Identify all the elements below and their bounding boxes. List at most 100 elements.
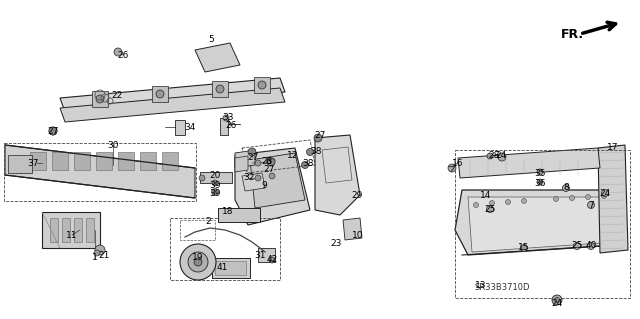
Text: 29: 29 xyxy=(351,191,363,201)
Circle shape xyxy=(156,90,164,98)
Text: 23: 23 xyxy=(261,157,273,166)
Text: 42: 42 xyxy=(266,256,278,264)
Text: 30: 30 xyxy=(108,140,119,150)
Polygon shape xyxy=(162,152,178,170)
Polygon shape xyxy=(52,152,68,170)
Text: 28: 28 xyxy=(488,151,500,160)
Polygon shape xyxy=(212,258,250,278)
Text: 38: 38 xyxy=(302,160,314,168)
Text: 20: 20 xyxy=(209,170,221,180)
Polygon shape xyxy=(235,148,310,225)
Circle shape xyxy=(212,180,218,186)
Text: 39: 39 xyxy=(209,189,221,197)
Circle shape xyxy=(522,198,527,204)
Text: FR.: FR. xyxy=(561,28,584,41)
Text: 27: 27 xyxy=(247,153,259,162)
Circle shape xyxy=(586,195,591,199)
Text: 12: 12 xyxy=(287,151,299,160)
Text: 6: 6 xyxy=(265,158,271,167)
Text: 33: 33 xyxy=(222,114,234,122)
Polygon shape xyxy=(60,78,285,112)
Circle shape xyxy=(258,81,266,89)
Text: 41: 41 xyxy=(216,263,228,272)
Circle shape xyxy=(554,298,559,302)
Circle shape xyxy=(602,194,607,198)
Circle shape xyxy=(216,85,224,93)
Circle shape xyxy=(211,189,218,196)
Text: 25: 25 xyxy=(484,204,496,213)
Text: 15: 15 xyxy=(518,243,530,253)
Text: 27: 27 xyxy=(314,131,326,140)
Text: 31: 31 xyxy=(254,250,266,259)
Polygon shape xyxy=(598,145,628,253)
Text: 2: 2 xyxy=(205,218,211,226)
Polygon shape xyxy=(62,218,70,242)
Polygon shape xyxy=(235,150,255,168)
Circle shape xyxy=(520,244,527,251)
Polygon shape xyxy=(140,152,156,170)
Text: 19: 19 xyxy=(192,254,204,263)
Text: 37: 37 xyxy=(28,159,39,167)
Circle shape xyxy=(314,134,322,142)
Text: 1: 1 xyxy=(92,254,98,263)
Text: 24: 24 xyxy=(552,299,563,308)
Polygon shape xyxy=(315,135,360,215)
Polygon shape xyxy=(50,218,58,242)
Polygon shape xyxy=(242,173,265,191)
Text: 17: 17 xyxy=(607,144,619,152)
Text: 25: 25 xyxy=(572,241,582,250)
Circle shape xyxy=(269,257,275,263)
Text: 11: 11 xyxy=(67,231,77,240)
Text: 23: 23 xyxy=(330,239,342,248)
Circle shape xyxy=(448,164,456,172)
Polygon shape xyxy=(254,77,270,93)
Circle shape xyxy=(49,127,57,135)
Polygon shape xyxy=(215,261,246,275)
Circle shape xyxy=(96,95,104,103)
Circle shape xyxy=(563,184,570,191)
Polygon shape xyxy=(74,152,90,170)
Text: 7: 7 xyxy=(588,201,594,210)
Circle shape xyxy=(602,189,609,197)
Circle shape xyxy=(269,173,275,179)
Polygon shape xyxy=(74,218,82,242)
Polygon shape xyxy=(96,152,112,170)
Polygon shape xyxy=(42,212,100,248)
Polygon shape xyxy=(458,148,600,178)
Circle shape xyxy=(537,179,543,185)
Circle shape xyxy=(498,153,506,161)
Circle shape xyxy=(537,169,543,175)
Text: 35: 35 xyxy=(534,168,546,177)
Circle shape xyxy=(552,295,562,305)
Circle shape xyxy=(194,258,202,266)
Circle shape xyxy=(248,148,256,156)
Polygon shape xyxy=(212,81,228,97)
Polygon shape xyxy=(200,172,232,183)
Text: 21: 21 xyxy=(99,250,109,259)
Polygon shape xyxy=(60,88,285,122)
Text: 38: 38 xyxy=(310,147,322,157)
Polygon shape xyxy=(235,156,248,172)
Circle shape xyxy=(573,242,580,249)
Polygon shape xyxy=(30,152,46,170)
Circle shape xyxy=(94,250,100,256)
Circle shape xyxy=(506,199,511,204)
Circle shape xyxy=(255,175,261,181)
Text: 39: 39 xyxy=(209,181,221,189)
Circle shape xyxy=(588,242,595,249)
Text: 9: 9 xyxy=(261,182,267,190)
Circle shape xyxy=(307,149,314,155)
Circle shape xyxy=(95,245,105,255)
Circle shape xyxy=(487,153,493,159)
Text: 18: 18 xyxy=(222,206,234,216)
Circle shape xyxy=(255,160,261,166)
Circle shape xyxy=(588,202,595,209)
Circle shape xyxy=(180,244,216,280)
Polygon shape xyxy=(92,91,108,107)
Text: 26: 26 xyxy=(117,50,129,60)
Text: 24: 24 xyxy=(600,189,611,197)
Text: 16: 16 xyxy=(452,159,464,167)
Polygon shape xyxy=(258,248,275,262)
Text: 5: 5 xyxy=(208,35,214,44)
Polygon shape xyxy=(8,155,32,173)
